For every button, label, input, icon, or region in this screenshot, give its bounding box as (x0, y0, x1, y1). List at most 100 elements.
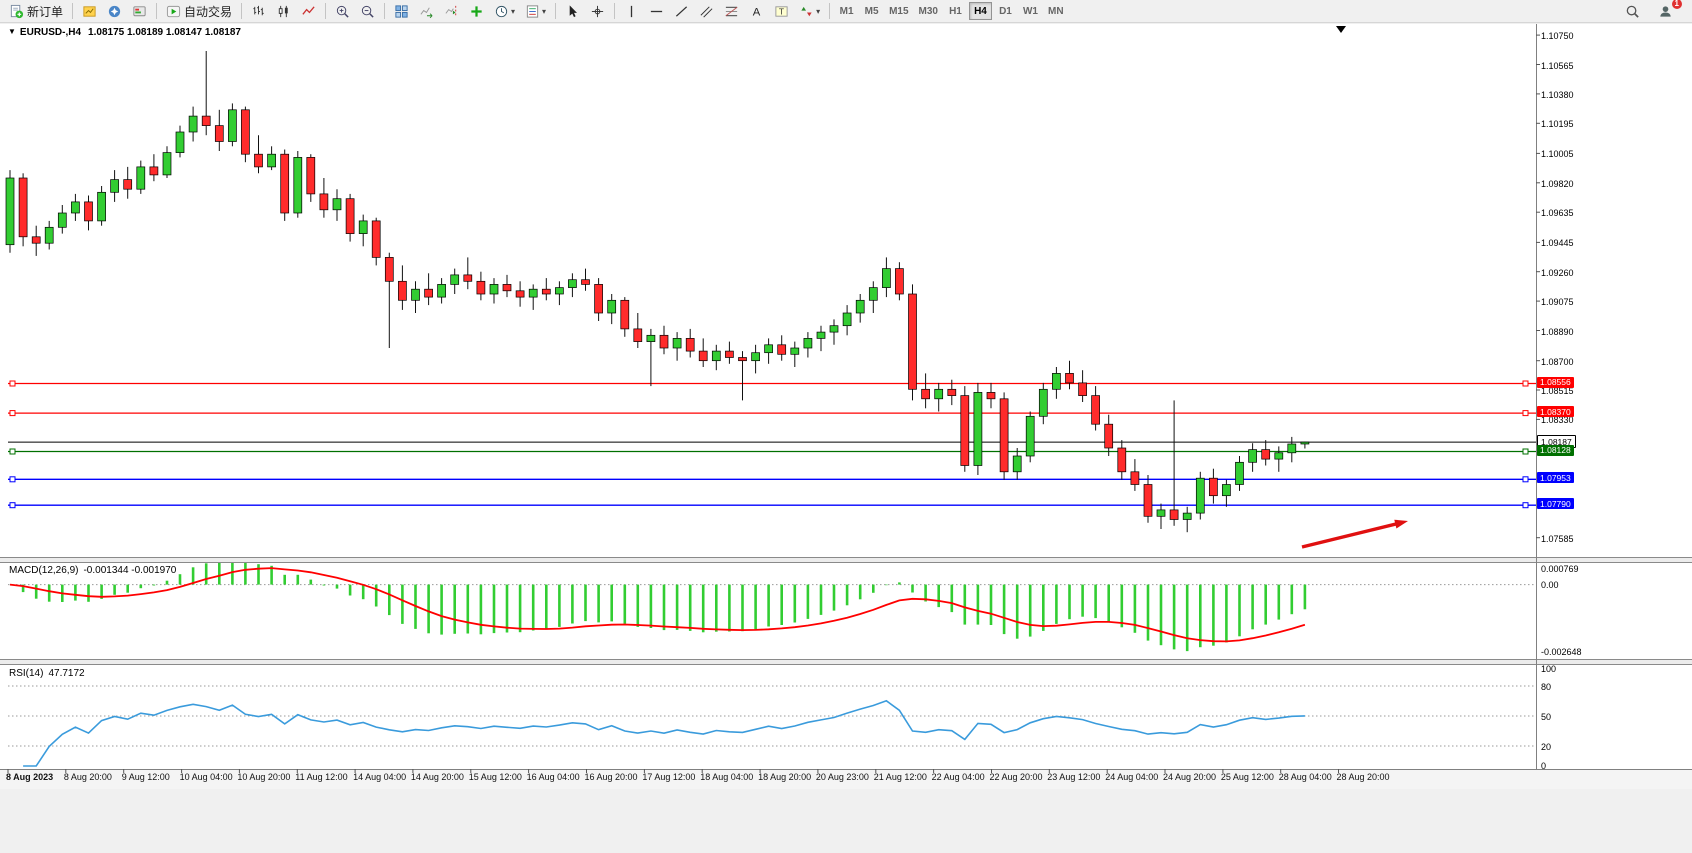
bar-chart-button[interactable] (247, 1, 270, 21)
candlestick-button[interactable] (272, 1, 295, 21)
price-axis-label: 1.10195 (1541, 119, 1574, 130)
search-button[interactable] (1621, 1, 1644, 21)
text-button[interactable]: A (745, 1, 768, 21)
fibonacci-icon (724, 4, 739, 19)
toolbar-separator (72, 3, 74, 19)
time-axis-label: 16 Aug 20:00 (584, 772, 638, 782)
chart-canvas[interactable] (0, 24, 1692, 769)
time-axis-label: 23 Aug 12:00 (1047, 772, 1101, 782)
time-axis-label: 15 Aug 12:00 (468, 772, 522, 782)
time-axis-label: 21 Aug 12:00 (873, 772, 927, 782)
one-click-trading-icon[interactable]: ▼ (8, 27, 16, 36)
time-axis-label: 8 Aug 20:00 (63, 772, 112, 782)
timeframe-d1-button[interactable]: D1 (994, 2, 1017, 20)
time-axis-label: 28 Aug 04:00 (1278, 772, 1332, 782)
crosshair-button[interactable] (586, 1, 609, 21)
toolbar-separator (156, 3, 158, 19)
bar-chart-icon (251, 4, 266, 19)
fibonacci-button[interactable] (720, 1, 743, 21)
time-axis-label: 16 Aug 04:00 (526, 772, 580, 782)
time-axis-label: 18 Aug 20:00 (758, 772, 812, 782)
timeframe-m30-button[interactable]: M30 (915, 2, 942, 20)
price-axis-label: 1.08890 (1541, 326, 1574, 337)
zoom-out-icon (360, 4, 375, 19)
periods-button[interactable]: ▾ (490, 1, 519, 21)
time-axis-label: 22 Aug 04:00 (931, 772, 985, 782)
autotrading-icon (166, 4, 181, 19)
time-axis-label: 9 Aug 12:00 (121, 772, 170, 782)
price-axis-label: 1.10750 (1541, 31, 1574, 42)
add-indicator-button[interactable] (465, 1, 488, 21)
navigator-icon (107, 4, 122, 19)
toolbar: 新订单 自动交易 ▾ ▾ A T ▾ M1 M5 M15 M30 H1 H4 D1 W1 MN 1 (0, 0, 1692, 23)
terminal-button[interactable] (128, 1, 151, 21)
crosshair-icon (590, 4, 605, 19)
market-watch-button[interactable] (78, 1, 101, 21)
templates-button[interactable]: ▾ (521, 1, 550, 21)
line-chart-icon (301, 4, 316, 19)
notification-badge: 1 (1671, 0, 1682, 9)
rsi-axis-label: 50 (1541, 712, 1552, 722)
cursor-button[interactable] (561, 1, 584, 21)
timeframe-m5-button[interactable]: M5 (860, 2, 883, 20)
time-axis-label: 22 Aug 20:00 (989, 772, 1043, 782)
macd-values: -0.001344 -0.001970 (83, 565, 177, 576)
new-order-button-label: 新订单 (27, 4, 64, 19)
price-axis-label: 1.08330 (1541, 415, 1574, 426)
vertical-line-button[interactable] (620, 1, 643, 21)
price-tag-1.08370: 1.08370 (1537, 406, 1574, 418)
text-label-button[interactable]: T (770, 1, 793, 21)
line-chart-button[interactable] (297, 1, 320, 21)
cursor-icon (565, 4, 580, 19)
trendline-button[interactable] (670, 1, 693, 21)
timeframe-h1-button[interactable]: H1 (944, 2, 967, 20)
toolbar-separator (241, 3, 243, 19)
account-icon (1658, 4, 1673, 19)
macd-name: MACD(12,26,9) (9, 565, 79, 576)
chart-shift-button[interactable] (440, 1, 463, 21)
time-axis[interactable] (0, 769, 1692, 789)
time-axis-label: 20 Aug 23:00 (815, 772, 869, 782)
panel-separator-macd[interactable] (0, 557, 1692, 563)
price-axis-label: 1.10380 (1541, 89, 1574, 100)
rsi-label: RSI(14) 47.7172 (9, 668, 85, 679)
horizontal-line-button[interactable] (645, 1, 668, 21)
rsi-axis-label: 0 (1541, 761, 1547, 771)
account-button[interactable]: 1 (1654, 0, 1682, 21)
time-axis-label: 24 Aug 04:00 (1105, 772, 1159, 782)
hline-icon (649, 4, 664, 19)
price-tag-1.08128: 1.08128 (1537, 444, 1574, 456)
zoom-in-button[interactable] (331, 1, 354, 21)
time-axis-label: 14 Aug 20:00 (410, 772, 464, 782)
chart-symbol-period: EURUSD-,H4 (19, 27, 82, 38)
add-indicator-icon (469, 4, 484, 19)
arrows-icon (799, 4, 814, 19)
arrows-button[interactable]: ▾ (795, 1, 824, 21)
market-watch-icon (82, 4, 97, 19)
new-order-icon (9, 4, 24, 19)
toolbar-groups: 新订单 自动交易 ▾ ▾ A T ▾ M1 M5 M15 M30 H1 H4 D1 W1 MN (4, 1, 1069, 21)
new-order-button[interactable]: 新订单 (5, 1, 67, 21)
autotrading-button[interactable]: 自动交易 (162, 1, 236, 21)
autoscroll-button[interactable] (415, 1, 438, 21)
price-axis-label: 1.09445 (1541, 238, 1574, 249)
timeframe-w1-button[interactable]: W1 (1019, 2, 1042, 20)
zoom-out-button[interactable] (356, 1, 379, 21)
dropdown-caret-icon: ▾ (816, 6, 821, 16)
timeframe-h4-button[interactable]: H4 (968, 2, 992, 20)
macd-axis-label: 0.000769 (1541, 564, 1579, 574)
toolbar-separator (614, 3, 616, 19)
trendline-icon (674, 4, 689, 19)
toolbar-separator (384, 3, 386, 19)
toolbar-separator (555, 3, 557, 19)
tile-windows-icon (394, 4, 409, 19)
tile-windows-button[interactable] (390, 1, 413, 21)
chart-shift-icon (444, 4, 459, 19)
panel-separator-rsi[interactable] (0, 659, 1692, 665)
channel-button[interactable] (695, 1, 718, 21)
navigator-button[interactable] (103, 1, 126, 21)
timeframe-m15-button[interactable]: M15 (885, 2, 912, 20)
timeframe-m1-button[interactable]: M1 (835, 2, 858, 20)
timeframe-mn-button[interactable]: MN (1044, 2, 1068, 20)
price-tag-1.07790: 1.07790 (1537, 498, 1574, 510)
